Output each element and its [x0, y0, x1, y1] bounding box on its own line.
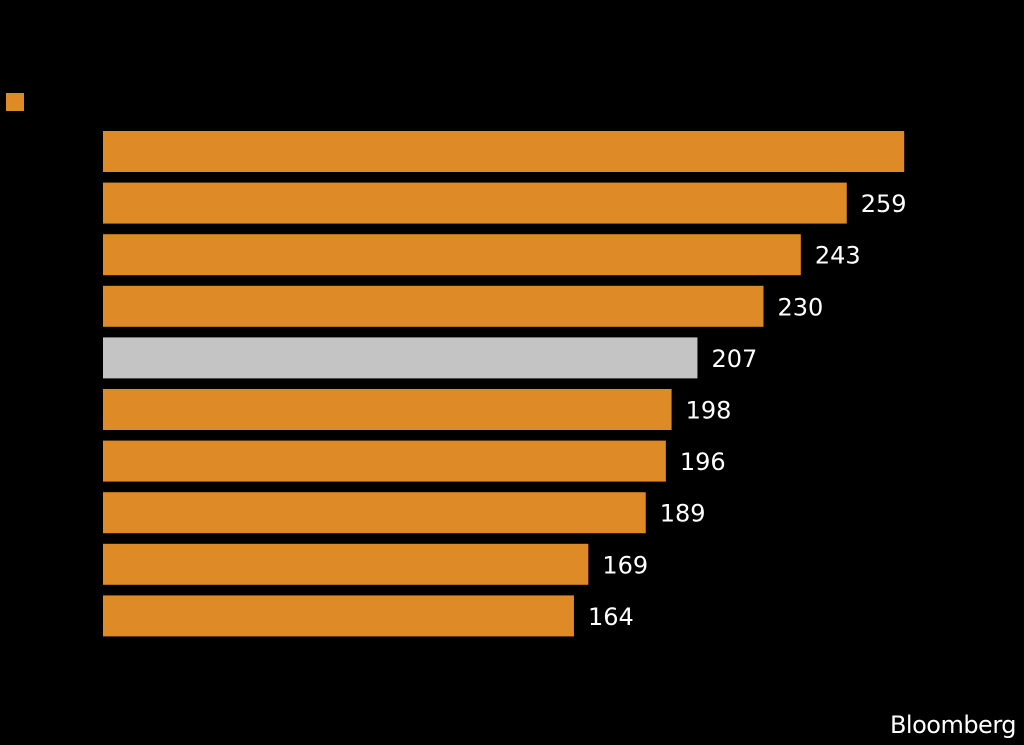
bar-value-label-5: 207	[711, 345, 757, 373]
bar-value-label-10: 164	[588, 603, 634, 631]
bar-value-label-9: 169	[602, 551, 648, 579]
bar-1	[103, 131, 905, 172]
bar-7	[103, 440, 666, 482]
bar-value-label-7: 196	[680, 448, 726, 476]
bar-value-label-6: 198	[686, 397, 732, 425]
bar-value-label-2: 259	[861, 190, 907, 218]
bar-5	[103, 337, 698, 379]
bar-6	[103, 389, 672, 430]
bar-value-label-3: 243	[815, 242, 861, 270]
bar-value-label-4: 230	[777, 293, 823, 321]
bar-value-label-8: 189	[660, 500, 706, 528]
legend-swatch	[6, 93, 24, 111]
bar-8	[103, 492, 646, 534]
source-label: Bloomberg	[889, 711, 1017, 739]
bar-9	[103, 543, 589, 585]
bar-2	[103, 182, 847, 224]
bar-4	[103, 285, 764, 327]
bar-10	[103, 595, 574, 637]
bar-3	[103, 234, 801, 276]
